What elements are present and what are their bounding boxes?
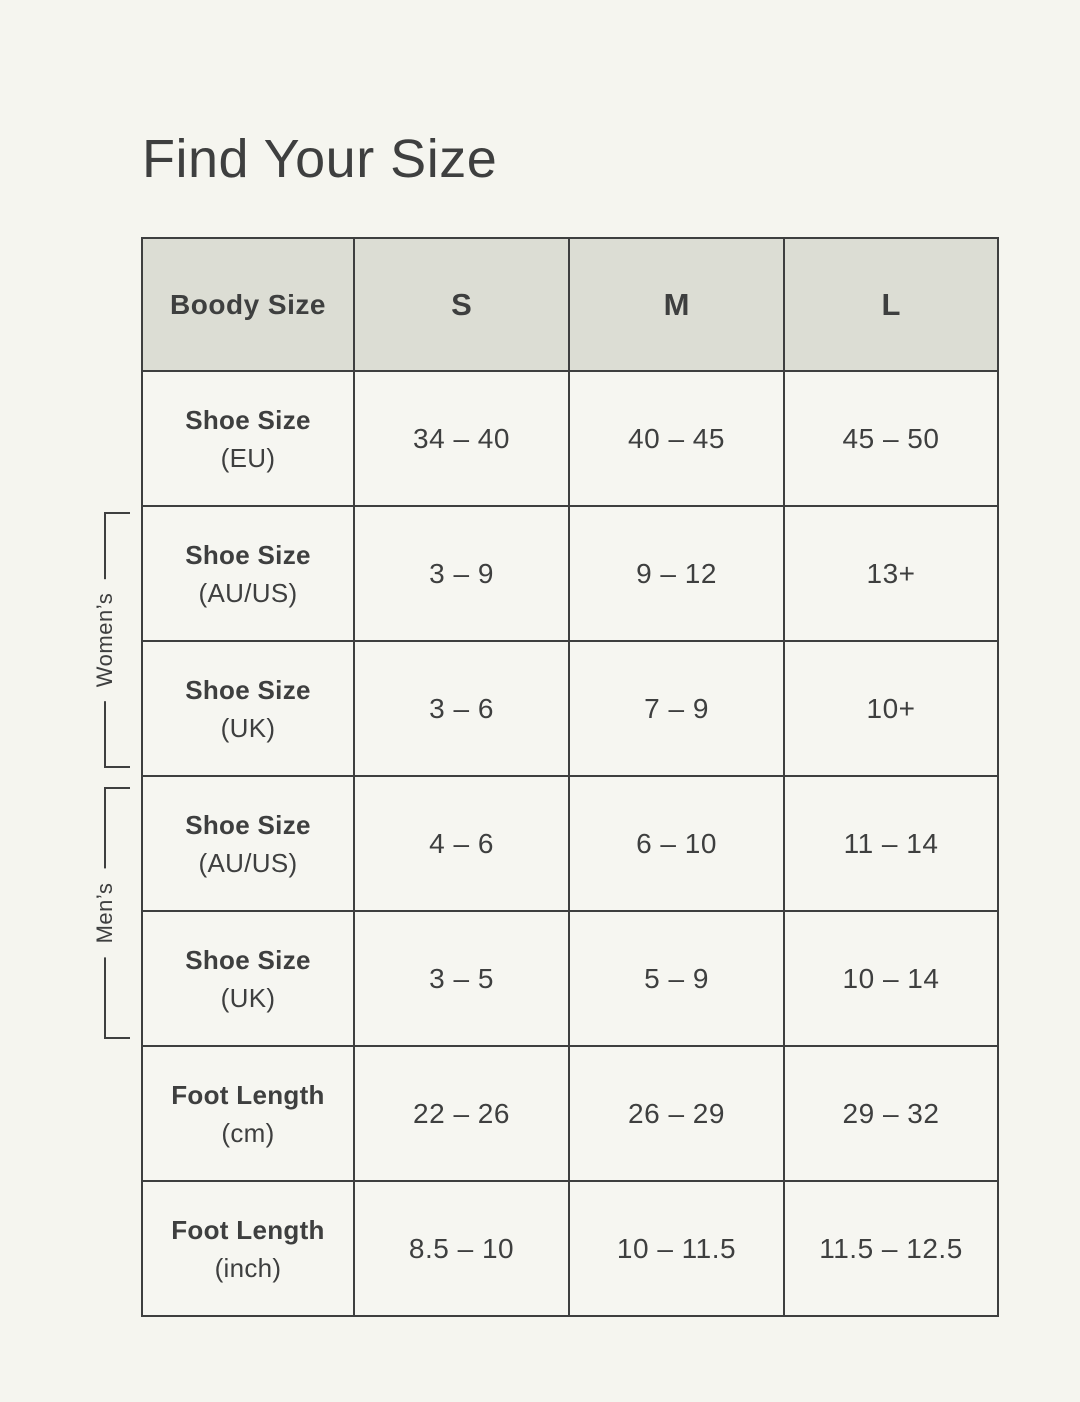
row-header: Shoe Size (AU/US)	[141, 505, 355, 642]
cell-value: 11 – 14	[783, 775, 999, 912]
table-row-foot-length-inch: Foot Length (inch) 8.5 – 10 10 – 11.5 11…	[141, 1180, 999, 1317]
mens-rows-bracket: Men’s	[88, 787, 130, 1039]
value-text: 3 – 9	[429, 557, 494, 589]
cell-value: 8.5 – 10	[353, 1180, 570, 1317]
row-sublabel: (cm)	[221, 1117, 275, 1148]
cell-value: 4 – 6	[353, 775, 570, 912]
table-row-mens-shoe-size-au-us: Shoe Size (AU/US) 4 – 6 6 – 10 11 – 14	[141, 775, 999, 912]
value-text: 29 – 32	[842, 1097, 940, 1129]
header-label: S	[451, 286, 472, 322]
header-label: Boody Size	[170, 288, 326, 320]
row-label: Shoe Size	[185, 539, 311, 570]
value-text: 10 – 11.5	[616, 1232, 737, 1264]
header-cell-size-s: S	[353, 237, 570, 372]
table-row-womens-shoe-size-au-us: Shoe Size (AU/US) 3 – 9 9 – 12 13+	[141, 505, 999, 642]
table-header-row: Boody Size S M L	[141, 237, 999, 372]
cell-value: 10 – 14	[783, 910, 999, 1047]
value-text: 5 – 9	[644, 962, 709, 994]
cell-value: 10 – 11.5	[568, 1180, 785, 1317]
row-sublabel: (UK)	[220, 982, 276, 1013]
header-label: M	[663, 286, 690, 322]
cell-value: 34 – 40	[353, 370, 570, 507]
row-header: Shoe Size (UK)	[141, 910, 355, 1047]
cell-value: 3 – 5	[353, 910, 570, 1047]
row-sublabel: (AU/US)	[198, 577, 298, 608]
cell-value: 13+	[783, 505, 999, 642]
row-sublabel: (inch)	[214, 1252, 282, 1283]
table-row-womens-shoe-size-uk: Shoe Size (UK) 3 – 6 7 – 9 10+	[141, 640, 999, 777]
value-text: 34 – 40	[413, 422, 510, 454]
table-row-shoe-size-eu: Shoe Size (EU) 34 – 40 40 – 45 45 – 50	[141, 370, 999, 507]
value-text: 10 – 14	[842, 962, 940, 994]
cell-value: 11.5 – 12.5	[783, 1180, 999, 1317]
cell-value: 6 – 10	[568, 775, 785, 912]
table-row-mens-shoe-size-uk: Shoe Size (UK) 3 – 5 5 – 9 10 – 14	[141, 910, 999, 1047]
page-title: Find Your Size	[142, 129, 498, 190]
value-text: 6 – 10	[636, 827, 717, 859]
value-text: 40 – 45	[628, 422, 725, 454]
row-sublabel: (EU)	[220, 442, 276, 473]
header-cell-size-l: L	[783, 237, 999, 372]
womens-rows-bracket: Women’s	[88, 512, 130, 768]
cell-value: 3 – 9	[353, 505, 570, 642]
mens-bracket-label: Men’s	[88, 868, 122, 958]
cell-value: 9 – 12	[568, 505, 785, 642]
cell-value: 5 – 9	[568, 910, 785, 1047]
value-text: 22 – 26	[413, 1097, 510, 1129]
value-text: 11.5 – 12.5	[819, 1232, 963, 1264]
cell-value: 29 – 32	[783, 1045, 999, 1182]
row-sublabel: (AU/US)	[198, 847, 298, 878]
value-text: 9 – 12	[636, 557, 717, 589]
row-label: Foot Length	[171, 1079, 325, 1110]
row-header: Shoe Size (UK)	[141, 640, 355, 777]
row-sublabel: (UK)	[220, 712, 276, 743]
row-label: Shoe Size	[185, 809, 311, 840]
womens-bracket-label: Women’s	[88, 578, 122, 702]
cell-value: 45 – 50	[783, 370, 999, 507]
value-text: 13+	[866, 557, 916, 589]
row-label: Shoe Size	[185, 404, 311, 435]
header-cell-size-m: M	[568, 237, 785, 372]
value-text: 45 – 50	[842, 422, 940, 454]
row-label: Foot Length	[171, 1214, 325, 1245]
cell-value: 22 – 26	[353, 1045, 570, 1182]
cell-value: 26 – 29	[568, 1045, 785, 1182]
cell-value: 7 – 9	[568, 640, 785, 777]
value-text: 8.5 – 10	[408, 1232, 515, 1264]
value-text: 4 – 6	[429, 827, 494, 859]
size-chart-table: Boody Size S M L Shoe Size (EU) 34 – 40 …	[141, 237, 999, 1317]
cell-value: 10+	[783, 640, 999, 777]
row-header: Foot Length (inch)	[141, 1180, 355, 1317]
header-cell-boody-size: Boody Size	[141, 237, 355, 372]
value-text: 26 – 29	[628, 1097, 725, 1129]
value-text: 3 – 5	[429, 962, 494, 994]
cell-value: 40 – 45	[568, 370, 785, 507]
value-text: 7 – 9	[644, 692, 709, 724]
row-label: Shoe Size	[185, 674, 311, 705]
cell-value: 3 – 6	[353, 640, 570, 777]
table-row-foot-length-cm: Foot Length (cm) 22 – 26 26 – 29 29 – 32	[141, 1045, 999, 1182]
row-header: Shoe Size (AU/US)	[141, 775, 355, 912]
row-header: Foot Length (cm)	[141, 1045, 355, 1182]
header-label: L	[881, 286, 901, 322]
value-text: 11 – 14	[843, 827, 939, 859]
row-label: Shoe Size	[185, 944, 311, 975]
row-header: Shoe Size (EU)	[141, 370, 355, 507]
value-text: 10+	[866, 692, 916, 724]
value-text: 3 – 6	[429, 692, 494, 724]
